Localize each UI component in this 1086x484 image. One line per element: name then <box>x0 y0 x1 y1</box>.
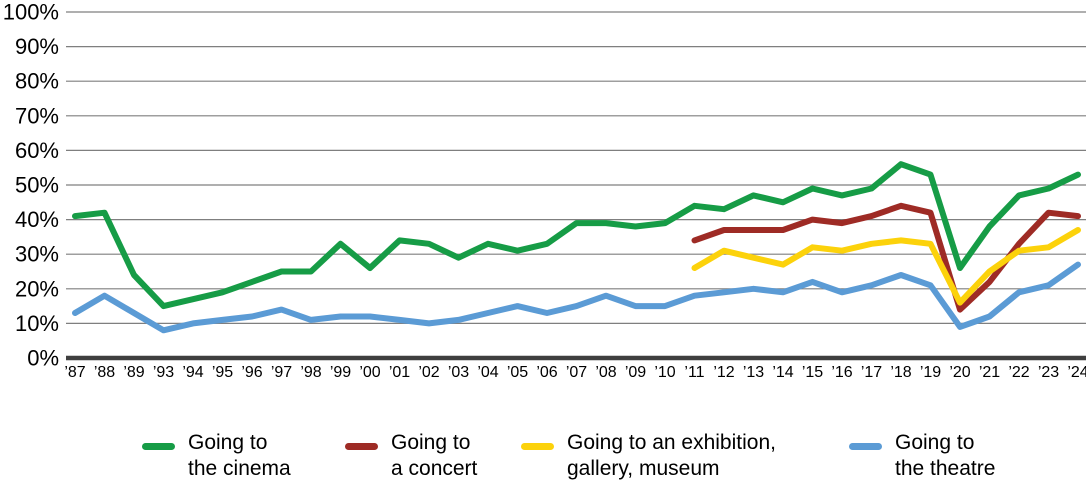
x-axis-tick-label: ’17 <box>861 364 882 381</box>
legend-item-cinema: Going to the cinema <box>142 430 291 482</box>
legend-swatch-exhibition <box>521 443 554 450</box>
legend-item-exhibition: Going to an exhibition, gallery, museum <box>521 430 776 482</box>
x-axis-tick-label: ’08 <box>595 364 616 381</box>
y-axis-tick-label: 10% <box>15 311 59 336</box>
x-axis-tick-label: ’87 <box>64 364 85 381</box>
x-axis-tick-label: ’96 <box>241 364 262 381</box>
x-axis-tick-label: ’11 <box>684 364 704 381</box>
x-axis-tick-label: ’07 <box>566 364 587 381</box>
x-axis-tick-label: ’23 <box>1038 364 1059 381</box>
legend-label-line: a concert <box>391 457 478 480</box>
legend-swatch-theatre <box>849 443 882 450</box>
x-axis-tick-label: ’93 <box>153 364 174 381</box>
legend-label-cinema: Going to the cinema <box>188 430 291 482</box>
chart-legend: Going to the cinema Going to a concert G… <box>0 430 1086 484</box>
x-axis-tick-label: ’04 <box>477 364 498 381</box>
y-axis-tick-label: 40% <box>15 207 59 232</box>
y-axis-tick-label: 0% <box>27 346 59 371</box>
x-axis-tick-label: ’18 <box>890 364 911 381</box>
y-axis-tick-label: 20% <box>15 276 59 301</box>
series-line-going-to-the-cinema <box>72 161 1081 310</box>
x-axis-tick-label: ’20 <box>949 364 970 381</box>
x-axis-tick-label: ’12 <box>713 364 734 381</box>
legend-label-exhibition: Going to an exhibition, gallery, museum <box>567 430 776 482</box>
x-axis-tick-label: ’13 <box>743 364 764 381</box>
series-line-going-to-an-exhibition-gallery-museum <box>691 227 1081 306</box>
x-axis-tick-label: ’09 <box>625 364 646 381</box>
legend-label-line: the cinema <box>188 457 291 480</box>
x-axis-tick-label: ’88 <box>94 364 115 381</box>
x-axis-tick-label: ’98 <box>300 364 321 381</box>
x-axis-tick-label: ’16 <box>831 364 852 381</box>
x-axis-tick-label: ’99 <box>330 364 351 381</box>
series-line-going-to-a-concert <box>691 202 1081 313</box>
y-axis-tick-label: 50% <box>15 173 59 198</box>
x-axis-tick-label: ’97 <box>271 364 292 381</box>
y-axis-tick-label: 70% <box>15 103 59 128</box>
x-axis-tick-label: ’89 <box>123 364 144 381</box>
x-axis-tick-label: ’06 <box>536 364 557 381</box>
legend-label-line: Going to <box>188 431 268 454</box>
legend-label-theatre: Going to the theatre <box>895 430 995 482</box>
legend-label-line: the theatre <box>895 457 996 480</box>
y-axis-tick-label: 80% <box>15 69 59 94</box>
x-axis-tick-label: ’94 <box>182 364 203 381</box>
x-axis-tick-label: ’24 <box>1067 364 1086 381</box>
legend-label-concert: Going to a concert <box>391 430 477 482</box>
legend-label-line: gallery, museum <box>567 457 720 480</box>
x-axis-tick-label: ’10 <box>654 364 675 381</box>
legend-swatch-cinema <box>142 443 175 450</box>
x-axis-tick-label: ’05 <box>507 364 528 381</box>
legend-swatch-concert <box>345 443 378 450</box>
y-axis-tick-label: 60% <box>15 138 59 163</box>
x-axis-tick-label: ’21 <box>979 364 1000 381</box>
x-axis-tick-label: ’01 <box>389 364 410 381</box>
x-axis-tick-label: ’02 <box>418 364 439 381</box>
plot-area: 0% 10% 20% 30% 40% 50% 60% 70% 80% 90% 100% ’87 ’88 ’… <box>3 0 1086 381</box>
x-axis-tick-label: ’00 <box>359 364 380 381</box>
y-axis-tick-label: 90% <box>15 34 59 59</box>
y-axis-tick-label: 100% <box>3 0 59 25</box>
x-axis-tick-label: ’15 <box>802 364 823 381</box>
legend-label-line: Going to <box>391 431 471 454</box>
legend-item-concert: Going to a concert <box>345 430 477 482</box>
x-axis-tick-label: ’95 <box>212 364 233 381</box>
legend-label-line: Going to <box>895 431 975 454</box>
legend-item-theatre: Going to the theatre <box>849 430 995 482</box>
x-axis-tick-label: ’22 <box>1008 364 1029 381</box>
legend-label-line: Going to an exhibition, <box>567 431 776 454</box>
x-axis-tick-label: ’19 <box>920 364 941 381</box>
x-axis-tick-label: ’14 <box>772 364 793 381</box>
x-axis-tick-label: ’03 <box>448 364 469 381</box>
y-axis-tick-label: 30% <box>15 242 59 267</box>
series-line-going-to-the-theatre <box>72 261 1081 334</box>
